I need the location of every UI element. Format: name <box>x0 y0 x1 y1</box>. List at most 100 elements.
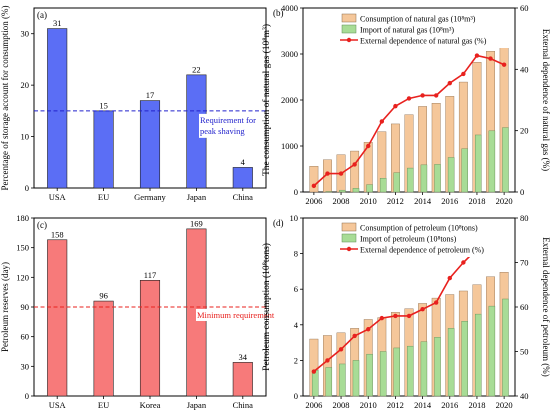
dependence-point <box>393 313 398 319</box>
y-right-tick-label: 50 <box>520 347 529 357</box>
legend-bg <box>340 12 512 48</box>
x-tick-label: 2018 <box>468 196 485 206</box>
dependence-point <box>366 143 371 149</box>
y-tick-label: 1000 <box>281 141 298 151</box>
import-bar <box>366 184 373 193</box>
dependence-point <box>366 327 371 332</box>
y-axis-label: The consumption of natural gas (10⁸m³) <box>261 24 272 176</box>
x-tick-label: 2008 <box>333 400 350 410</box>
bar-korea <box>139 279 161 397</box>
dependence-point <box>379 119 385 124</box>
bar-usa <box>47 239 68 397</box>
legend-label-consumption: Consumption of petroleum (10⁸tons) <box>360 224 478 233</box>
dependence-point <box>433 300 439 305</box>
y-tick-label: 180 <box>16 213 29 223</box>
dependence-point <box>352 162 357 167</box>
y-right-tick-label: 40 <box>520 391 529 401</box>
dependence-point <box>488 56 493 61</box>
bar-value-label: 169 <box>190 218 203 228</box>
import-bar <box>393 347 400 397</box>
bar-value-label: 15 <box>99 100 108 110</box>
y-right-tick-label: 60 <box>520 3 529 13</box>
import-bar <box>407 345 414 397</box>
bar-value-label: 17 <box>146 90 155 100</box>
dependence-point <box>325 358 330 363</box>
dependence-point <box>420 307 425 312</box>
bar-usa <box>47 28 68 189</box>
x-category-label: USA <box>49 400 67 410</box>
x-tick-label: 2014 <box>414 196 432 206</box>
import-bar <box>339 189 346 193</box>
y-right-axis-label: External dependence of petroleum (%) <box>541 237 550 376</box>
panel-label: (b) <box>273 8 284 18</box>
x-tick-label: 2018 <box>468 400 485 410</box>
dependence-point <box>461 260 466 265</box>
bar-value-label: 4 <box>241 157 246 167</box>
panel-label: (c) <box>37 220 47 230</box>
y-tick-label: 0 <box>294 187 298 197</box>
legend-label-import: Import of petroleum (10⁸tons) <box>360 235 457 244</box>
import-bar <box>447 157 455 193</box>
bar-value-label: 22 <box>192 64 201 74</box>
y-right-axis-label: External dependence of natural gas (%) <box>541 29 550 171</box>
y-tick-label: 2 <box>294 355 298 365</box>
x-tick-label: 2010 <box>360 196 377 206</box>
legend-swatch-marker <box>346 246 352 252</box>
bar-eu <box>93 300 114 397</box>
x-category-label: Japan <box>187 192 207 202</box>
panel-d: 0 2 4 6 8 10 40 50 60 70 80 2006 2008 2010 2012 2014 201… <box>261 213 550 410</box>
reference-label: Minimum requirement <box>197 310 275 320</box>
dependence-point <box>311 369 317 374</box>
y-right-tick-label: 80 <box>520 213 529 223</box>
x-tick-label: 2016 <box>441 400 458 410</box>
y-tick-label: 3000 <box>281 49 298 59</box>
reference-label-bg <box>196 309 266 321</box>
x-tick-label: 2012 <box>387 400 404 410</box>
y-tick-label: 0 <box>294 391 298 401</box>
import-bar <box>420 164 428 193</box>
import-bar <box>434 164 441 193</box>
x-category-label: EU <box>98 400 109 410</box>
x-tick-label: 2012 <box>387 196 404 206</box>
x-category-label: China <box>233 400 254 410</box>
x-tick-label: 2010 <box>360 400 377 410</box>
reference-label: peak shaving <box>200 126 245 136</box>
x-category-label: USA <box>49 192 67 202</box>
dependence-point <box>393 103 398 109</box>
panel-a: 0 10 20 30 31 USA 15 EU 17 Germany 22 Japan 4 China (a… <box>0 6 267 202</box>
panel-b: 0 1000 2000 3000 4000 0 20 40 60 2006 2008 2010 2012… <box>261 3 550 206</box>
reference-label: Requirement for <box>200 115 256 125</box>
import-bar <box>352 360 360 397</box>
bar-germany <box>139 100 161 189</box>
import-bar <box>339 363 346 397</box>
x-tick-label: 2008 <box>333 196 350 206</box>
import-bar <box>366 353 373 397</box>
x-category-label: EU <box>98 192 109 202</box>
dependence-point <box>433 93 439 98</box>
consumption-bar <box>350 150 360 193</box>
import-bar <box>502 298 509 397</box>
reference-label-bg <box>199 113 263 138</box>
dependence-point <box>338 171 344 176</box>
bar-value-label: 96 <box>99 291 108 301</box>
import-bar <box>393 172 400 193</box>
y-tick-label: 4 <box>294 320 299 330</box>
consumption-bar <box>309 166 319 193</box>
legend-label-dependence: External dependence of natural gas (%) <box>360 37 487 46</box>
y-tick-label: 20 <box>21 80 30 90</box>
panel-label: (d) <box>273 218 284 228</box>
import-bar <box>407 167 414 193</box>
panel-label: (a) <box>37 10 47 20</box>
import-bar <box>475 313 482 397</box>
import-bar <box>311 369 319 397</box>
y-tick-label: 90 <box>21 302 30 312</box>
y-axis-label: Percentage of storage account for consum… <box>0 6 10 191</box>
x-tick-label: 2006 <box>305 400 322 410</box>
dependence-point <box>352 333 357 339</box>
dependence-point <box>311 183 317 189</box>
panel-c: 0 30 60 90 120 150 180 158 USA 96 EU 117 Korea 169 Jap… <box>0 213 275 410</box>
x-tick-label: 2014 <box>414 400 432 410</box>
import-bar <box>475 134 482 193</box>
x-tick-label: 2006 <box>305 196 322 206</box>
x-tick-label: 2020 <box>496 196 513 206</box>
